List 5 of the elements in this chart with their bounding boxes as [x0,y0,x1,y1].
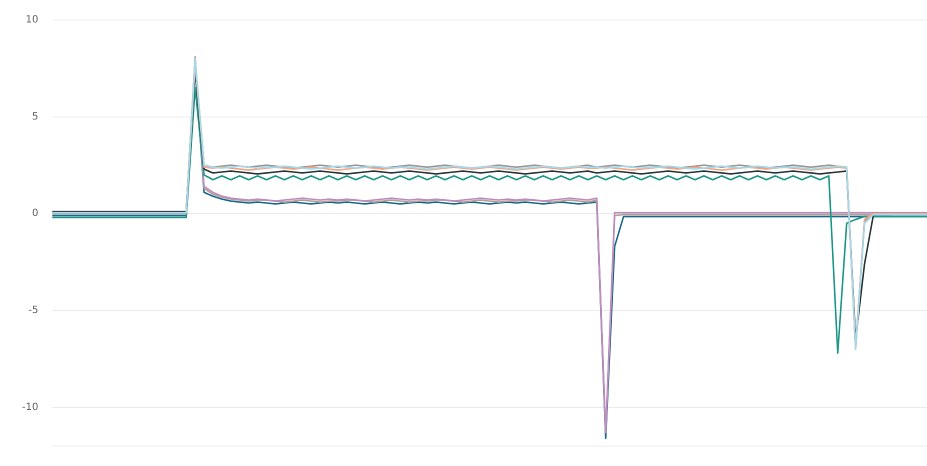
y-tick-label: -10 [22,402,38,413]
y-tick-label: 10 [26,14,38,26]
y-tick-label: 0 [32,208,38,220]
y-tick-label: -5 [28,305,38,316]
y-tick-label: 5 [32,111,38,122]
